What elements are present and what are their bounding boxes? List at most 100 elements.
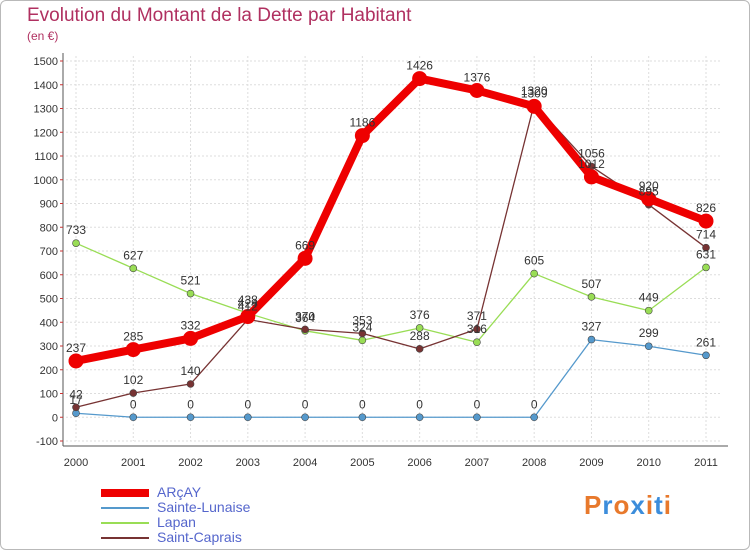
point-sainte-lunaise (415, 413, 424, 422)
point-saint-caprais (358, 329, 367, 338)
y-tick-label: 600 (40, 270, 58, 282)
data-label-saint-caprais: 371 (467, 309, 487, 323)
series-line-sainte-lunaise (75, 338, 707, 418)
legend-label: Sainte-Lunaise (157, 499, 251, 515)
point-ar-ay (469, 82, 485, 98)
data-label-lapan: 376 (410, 308, 430, 322)
series-line-lapan (75, 242, 707, 343)
logo-letter: x (630, 490, 646, 520)
x-tick-label: 2010 (636, 457, 660, 469)
point-sainte-lunaise (702, 351, 710, 360)
y-tick-label: 300 (40, 341, 58, 353)
data-label-sainte-lunaise: 0 (416, 397, 423, 411)
point-saint-caprais (415, 345, 424, 353)
data-label-saint-caprais: 288 (410, 329, 430, 343)
data-label-sainte-lunaise: 0 (187, 397, 194, 411)
data-label-saint-caprais: 1320 (521, 84, 548, 98)
data-label-ar-ay: 1309 (521, 86, 548, 100)
y-tick-label: 200 (40, 365, 58, 377)
y-tick-label: 1400 (34, 80, 58, 92)
logo-letter: P (584, 490, 603, 520)
point-saint-caprais (129, 389, 138, 397)
point-sainte-lunaise (644, 342, 653, 351)
data-label-saint-caprais: 412 (238, 299, 258, 313)
data-label-lapan: 507 (581, 277, 601, 291)
legend-swatch (101, 537, 149, 539)
data-label-ar-ay: 920 (639, 179, 659, 193)
y-tick-label: 1500 (34, 56, 58, 68)
point-sainte-lunaise (186, 413, 195, 422)
y-tick-label: 800 (40, 222, 58, 234)
point-ar-ay (297, 250, 313, 266)
data-label-lapan: 605 (524, 254, 544, 268)
data-label-saint-caprais: 895 (639, 185, 659, 199)
data-label-sainte-lunaise: 299 (639, 326, 659, 340)
point-ar-ay (526, 98, 542, 114)
data-label-ar-ay: 1376 (464, 70, 491, 84)
point-ar-ay (240, 309, 256, 325)
point-ar-ay (68, 353, 84, 369)
point-lapan (72, 239, 80, 247)
y-tick-label: 1100 (34, 151, 58, 163)
data-label-ar-ay: 826 (696, 201, 716, 215)
data-label-saint-caprais: 714 (696, 228, 716, 242)
series-line-saint-caprais (75, 103, 707, 408)
logo-letter: i (663, 490, 672, 520)
point-ar-ay (125, 342, 141, 358)
data-label-lapan: 449 (639, 291, 659, 305)
y-tick-label: 900 (40, 199, 58, 211)
x-tick-label: 2001 (121, 457, 145, 469)
point-sainte-lunaise (530, 413, 538, 422)
point-lapan (473, 338, 481, 347)
chart-title: Evolution du Montant de la Dette par Hab… (27, 5, 412, 26)
y-tick-label: 1300 (34, 104, 58, 116)
data-label-sainte-lunaise: 0 (531, 397, 538, 411)
legend-label: ARçAY (157, 484, 202, 500)
point-lapan (129, 264, 138, 273)
y-tick-label: 100 (40, 389, 58, 401)
point-lapan (358, 336, 367, 345)
point-ar-ay (354, 128, 370, 144)
data-label-lapan: 521 (181, 274, 201, 288)
data-label-ar-ay: 1186 (349, 116, 375, 130)
proxiti-logo: Proxiti (584, 490, 672, 521)
x-tick-label: 2009 (579, 457, 603, 469)
data-label-ar-ay: 424 (238, 297, 258, 311)
legend-swatch (101, 489, 149, 497)
point-lapan (587, 293, 596, 301)
data-label-lapan: 627 (123, 248, 143, 262)
legend-swatch (101, 507, 149, 509)
point-lapan (186, 289, 195, 298)
point-sainte-lunaise (358, 413, 367, 422)
data-label-sainte-lunaise: 0 (474, 397, 481, 411)
point-sainte-lunaise (587, 335, 596, 344)
data-label-saint-caprais: 353 (352, 313, 372, 327)
data-label-lapan: 324 (352, 320, 372, 334)
data-label-ar-ay: 1426 (406, 59, 433, 73)
logo-letter: i (645, 490, 655, 520)
y-tick-label: 700 (40, 246, 58, 258)
data-label-saint-caprais: 1056 (578, 146, 605, 160)
point-sainte-lunaise (301, 413, 309, 422)
point-lapan (644, 306, 653, 315)
point-sainte-lunaise (244, 413, 252, 422)
y-tick-label: 1000 (34, 175, 58, 187)
data-label-sainte-lunaise: 0 (359, 397, 366, 411)
point-saint-caprais (301, 325, 309, 334)
data-label-sainte-lunaise: 0 (244, 397, 251, 411)
y-tick-label: 0 (52, 412, 58, 424)
data-label-lapan: 733 (66, 223, 86, 237)
data-label-ar-ay: 237 (66, 341, 86, 355)
point-ar-ay (412, 71, 428, 87)
series-line-ar-ay (72, 74, 710, 365)
data-label-lapan: 364 (295, 311, 315, 325)
data-label-saint-caprais: 42 (69, 387, 83, 401)
logo-letter: o (613, 490, 631, 520)
legend-label: Lapan (157, 514, 196, 530)
legend-label: Saint-Caprais (157, 529, 242, 545)
point-saint-caprais (702, 243, 710, 252)
point-sainte-lunaise (473, 413, 481, 422)
data-label-ar-ay: 669 (295, 238, 315, 252)
